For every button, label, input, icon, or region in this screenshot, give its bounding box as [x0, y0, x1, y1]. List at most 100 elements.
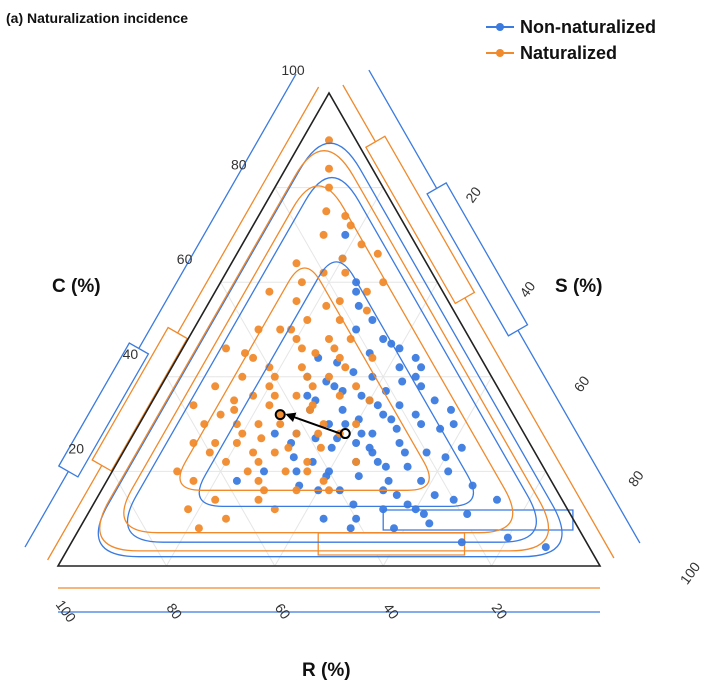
data-point-naturalized — [222, 344, 230, 353]
centroid-shift-arrow — [274, 409, 351, 440]
data-point-non-naturalized — [330, 382, 339, 391]
data-point-naturalized — [270, 505, 279, 514]
data-point-naturalized — [303, 316, 312, 324]
data-point-naturalized — [238, 372, 247, 381]
data-point-non-naturalized — [417, 420, 426, 429]
data-point-naturalized — [232, 439, 241, 447]
data-point-naturalized — [362, 306, 371, 315]
data-point-non-naturalized — [352, 514, 361, 523]
data-point-non-naturalized — [232, 476, 241, 485]
data-point-naturalized — [211, 439, 220, 447]
data-point-naturalized — [330, 344, 339, 353]
data-point-naturalized — [254, 495, 263, 504]
data-point-naturalized — [325, 136, 333, 145]
density-contour — [99, 150, 550, 552]
box-c-non-naturalized — [57, 342, 150, 478]
data-point-non-naturalized — [425, 519, 434, 528]
data-point-non-naturalized — [352, 439, 361, 447]
density-contour — [179, 267, 430, 491]
density-contours — [97, 142, 563, 558]
data-point-non-naturalized — [395, 363, 404, 372]
data-point-non-naturalized — [292, 467, 301, 476]
data-point-non-naturalized — [449, 495, 458, 504]
legend-label-naturalized: Naturalized — [520, 42, 618, 63]
data-point-naturalized — [341, 363, 350, 372]
data-point-naturalized — [335, 297, 344, 306]
box-s-non-naturalized — [426, 182, 529, 337]
data-point-non-naturalized — [379, 335, 388, 343]
data-point-naturalized — [373, 249, 382, 258]
data-point-non-naturalized — [403, 462, 412, 471]
grid-line-r — [111, 471, 167, 567]
data-point-non-naturalized — [444, 467, 453, 476]
data-point-non-naturalized — [422, 448, 431, 457]
data-point-non-naturalized — [384, 476, 393, 485]
data-point-naturalized — [319, 476, 328, 485]
data-point-non-naturalized — [411, 372, 420, 381]
data-point-naturalized — [338, 254, 347, 263]
data-point-non-naturalized — [387, 415, 396, 424]
axis-title-s: S (%) — [555, 276, 603, 297]
data-point-non-naturalized — [381, 462, 390, 471]
tick-label-c: 40 — [123, 346, 139, 362]
data-point-naturalized — [314, 429, 323, 438]
data-point-non-naturalized — [390, 524, 398, 533]
data-point-non-naturalized — [260, 467, 268, 476]
data-point-naturalized — [189, 401, 198, 410]
data-point-non-naturalized — [417, 476, 426, 485]
data-point-naturalized — [222, 514, 230, 523]
axis-title-r: R (%) — [302, 660, 351, 681]
data-point-naturalized — [325, 164, 333, 173]
data-point-naturalized — [281, 467, 290, 476]
data-point-naturalized — [341, 268, 350, 277]
data-point-naturalized — [319, 268, 328, 277]
data-point-naturalized — [297, 278, 306, 287]
tick-label-r: 100 — [53, 597, 80, 625]
data-point-naturalized — [249, 391, 258, 400]
data-point-non-naturalized — [411, 505, 420, 514]
data-point-naturalized — [205, 448, 214, 457]
tick-label-c: 20 — [68, 440, 84, 456]
box-r-non-naturalized — [382, 509, 574, 531]
data-point-non-naturalized — [447, 405, 455, 414]
data-point-naturalized — [173, 467, 182, 476]
data-point-naturalized — [297, 363, 306, 372]
data-point-non-naturalized — [368, 429, 377, 438]
data-points — [173, 136, 550, 552]
data-point-naturalized — [216, 410, 225, 419]
data-point-non-naturalized — [379, 505, 388, 514]
tick-label-c: 100 — [281, 62, 305, 78]
tick-label-r: 60 — [272, 600, 294, 622]
data-point-naturalized — [254, 420, 263, 429]
data-point-non-naturalized — [411, 353, 420, 362]
data-point-naturalized — [308, 401, 317, 410]
data-point-non-naturalized — [338, 405, 347, 414]
data-point-naturalized — [297, 344, 306, 353]
data-point-non-naturalized — [392, 424, 401, 433]
data-point-naturalized — [270, 391, 279, 400]
data-point-naturalized — [322, 301, 331, 310]
data-point-non-naturalized — [352, 287, 361, 296]
centroid-arrow — [285, 412, 341, 435]
density-contour — [97, 142, 563, 558]
data-point-naturalized — [284, 443, 293, 452]
panel-title: (a) Naturalization incidence — [6, 10, 189, 26]
data-point-non-naturalized — [457, 443, 466, 452]
data-point-naturalized — [249, 448, 258, 457]
data-point-non-naturalized — [346, 524, 355, 533]
data-point-non-naturalized — [463, 510, 472, 518]
data-point-naturalized — [335, 353, 344, 362]
data-point-non-naturalized — [303, 391, 312, 400]
data-point-naturalized — [189, 476, 198, 485]
data-point-naturalized — [292, 335, 301, 343]
data-point-non-naturalized — [349, 368, 358, 377]
data-point-naturalized — [222, 457, 230, 466]
legend-item-non-naturalized: Non-naturalized — [486, 14, 656, 40]
data-point-naturalized — [265, 401, 274, 410]
data-point-non-naturalized — [354, 301, 363, 310]
data-point-non-naturalized — [400, 448, 409, 457]
data-point-naturalized — [308, 382, 317, 391]
data-point-non-naturalized — [417, 363, 426, 372]
data-point-non-naturalized — [354, 472, 363, 481]
